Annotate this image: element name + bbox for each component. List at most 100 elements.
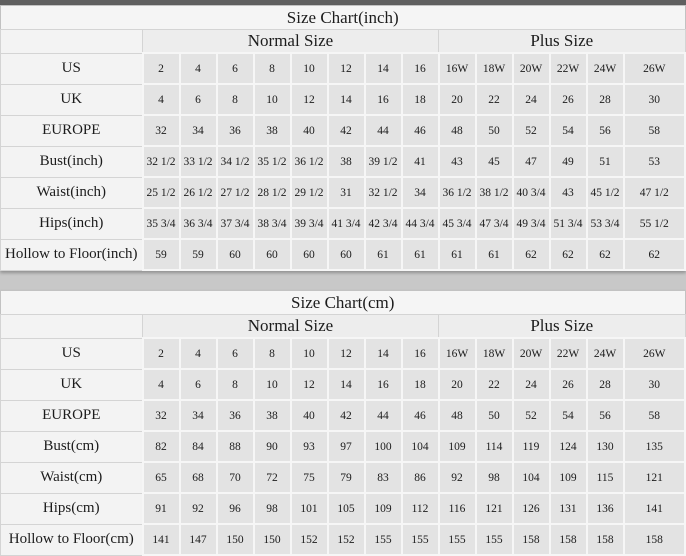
data-cell: 70 [215, 461, 255, 494]
data-cell: 97 [326, 430, 366, 463]
table-title: Size Chart(cm) [0, 290, 685, 315]
data-cell: 20W [511, 52, 551, 85]
data-cell: 83 [363, 461, 403, 494]
data-cell: 59 [141, 238, 181, 271]
top-edge-bar [0, 0, 686, 5]
data-cell: 44 [363, 114, 403, 147]
data-cell: 96 [215, 492, 255, 525]
data-cell: 20 [437, 368, 477, 401]
data-cell: 52 [511, 399, 551, 432]
table-row: Bust(inch) 32 1/2 33 1/2 34 1/2 35 1/2 36 1/2… [0, 145, 686, 178]
data-cell: 36 3/4 [178, 207, 218, 240]
row-label: Waist(cm) [0, 461, 143, 494]
table-row: Hips(cm) 91 92 96 98 101 105 109 112 116 121 126 131… [0, 492, 686, 525]
data-cell: 4 [178, 337, 218, 370]
data-cell: 16W [437, 52, 477, 85]
data-cell: 86 [400, 461, 440, 494]
column-group-row: Normal Size Plus Size [0, 314, 686, 339]
data-cell: 26W [622, 52, 686, 85]
data-cell: 40 [289, 114, 329, 147]
data-cell: 61 [437, 238, 477, 271]
data-cell: 27 1/2 [215, 176, 255, 209]
data-cell: 40 3/4 [511, 176, 551, 209]
data-cell: 104 [400, 430, 440, 463]
data-cell: 84 [178, 430, 218, 463]
data-cell: 47 3/4 [474, 207, 514, 240]
data-cell: 60 [326, 238, 366, 271]
data-cell: 60 [215, 238, 255, 271]
data-cell: 8 [252, 52, 292, 85]
data-cell: 18W [474, 337, 514, 370]
row-label: US [0, 337, 143, 370]
data-cell: 38 3/4 [252, 207, 292, 240]
data-cell: 26 [548, 83, 588, 116]
data-cell: 28 [585, 83, 625, 116]
data-cell: 18 [400, 368, 440, 401]
data-cell: 115 [585, 461, 625, 494]
data-cell: 155 [474, 523, 514, 556]
data-cell: 16 [400, 337, 440, 370]
data-cell: 24 [511, 368, 551, 401]
data-cell: 16 [400, 52, 440, 85]
table-row: UK 4 6 8 10 12 14 16 18 20 22 24 26 28 30 [0, 83, 686, 116]
data-cell: 16 [363, 368, 403, 401]
data-cell: 42 3/4 [363, 207, 403, 240]
data-cell: 59 [178, 238, 218, 271]
data-cell: 6 [215, 52, 255, 85]
data-cell: 42 [326, 114, 366, 147]
data-cell: 36 1/2 [437, 176, 477, 209]
data-cell: 136 [585, 492, 625, 525]
data-cell: 46 [400, 399, 440, 432]
data-cell: 18 [400, 83, 440, 116]
data-cell: 91 [141, 492, 181, 525]
data-cell: 38 1/2 [474, 176, 514, 209]
row-label: UK [0, 368, 143, 401]
data-cell: 51 [585, 145, 625, 178]
data-cell: 14 [363, 52, 403, 85]
data-cell: 25 1/2 [141, 176, 181, 209]
data-cell: 28 [585, 368, 625, 401]
data-cell: 32 [141, 399, 181, 432]
data-cell: 48 [437, 114, 477, 147]
table-row: Hips(inch) 35 3/4 36 3/4 37 3/4 38 3/4 39 3/4… [0, 207, 686, 240]
data-cell: 62 [511, 238, 551, 271]
data-cell: 109 [548, 461, 588, 494]
data-cell: 109 [437, 430, 477, 463]
data-cell: 34 [400, 176, 440, 209]
corner-cell [0, 314, 143, 339]
data-cell: 44 3/4 [400, 207, 440, 240]
data-cell: 52 [511, 114, 551, 147]
data-cell: 150 [215, 523, 255, 556]
column-group-row: Normal Size Plus Size [0, 29, 686, 54]
data-cell: 100 [363, 430, 403, 463]
data-cell: 36 1/2 [289, 145, 329, 178]
data-cell: 152 [326, 523, 366, 556]
data-cell: 68 [178, 461, 218, 494]
data-cell: 101 [289, 492, 329, 525]
data-cell: 26 1/2 [178, 176, 218, 209]
data-cell: 6 [178, 83, 218, 116]
data-cell: 4 [141, 83, 181, 116]
table-row: EUROPE 32 34 36 38 40 42 44 46 48 50 52 54 56 58 [0, 114, 686, 147]
data-cell: 55 1/2 [622, 207, 686, 240]
size-chart-inch-table: Size Chart(inch) Normal Size Plus Size U… [0, 5, 686, 271]
data-cell: 26W [622, 337, 686, 370]
data-cell: 104 [511, 461, 551, 494]
data-cell: 72 [252, 461, 292, 494]
data-cell: 22W [548, 52, 588, 85]
data-cell: 31 [326, 176, 366, 209]
data-cell: 45 [474, 145, 514, 178]
data-cell: 56 [585, 399, 625, 432]
data-cell: 92 [178, 492, 218, 525]
table-title: Size Chart(inch) [0, 5, 685, 30]
data-cell: 12 [289, 83, 329, 116]
data-cell: 43 [437, 145, 477, 178]
data-cell: 8 [252, 337, 292, 370]
data-cell: 121 [474, 492, 514, 525]
row-label: Hips(cm) [0, 492, 143, 525]
data-cell: 60 [289, 238, 329, 271]
corner-cell [0, 29, 143, 54]
data-cell: 36 [215, 399, 255, 432]
data-cell: 131 [548, 492, 588, 525]
data-cell: 10 [252, 368, 292, 401]
